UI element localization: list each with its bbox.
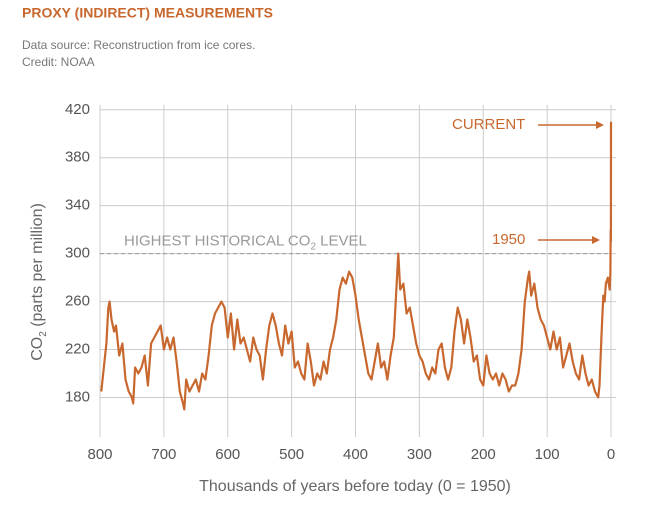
x-tick-label: 600 (215, 446, 240, 463)
y-tick-label: 300 (65, 245, 90, 262)
x-axis-label: Thousands of years before today (0 = 195… (199, 478, 511, 495)
subtitle: Credit: NOAA (22, 55, 95, 69)
arrow-head (596, 121, 604, 129)
y-label-rest: (parts per million) (29, 203, 46, 331)
y-tick-label: 260 (65, 293, 90, 310)
y-label-main: CO (29, 337, 46, 361)
y-label-sub: 2 (38, 331, 49, 337)
chart-title: PROXY (INDIRECT) MEASUREMENTS (22, 5, 273, 21)
reference-label-sub: 2 (310, 241, 316, 252)
x-tick-label: 0 (607, 446, 615, 463)
annotation: CURRENT (452, 116, 525, 133)
y-tick-label: 380 (65, 149, 90, 166)
x-tick-label: 400 (343, 446, 368, 463)
data-line (100, 121, 613, 411)
reference-label-end: LEVEL (316, 233, 367, 250)
reference-label-main: HIGHEST HISTORICAL CO (124, 233, 310, 250)
y-tick-label: 220 (65, 340, 90, 357)
arrow-head (592, 236, 600, 244)
y-tick-label: 420 (65, 101, 90, 118)
x-tick-label: 500 (279, 446, 304, 463)
x-tick-label: 100 (535, 446, 560, 463)
subtitle: Data source: Reconstruction from ice cor… (22, 38, 255, 52)
x-tick-label: 200 (471, 446, 496, 463)
reference-label: HIGHEST HISTORICAL CO2 LEVEL (124, 233, 367, 253)
x-tick-label: 700 (151, 446, 176, 463)
x-tick-label: 300 (407, 446, 432, 463)
y-tick-label: 180 (65, 388, 90, 405)
x-tick-label: 800 (87, 446, 112, 463)
annotation: 1950 (492, 231, 525, 248)
y-axis-label: CO2 (parts per million) (29, 203, 48, 361)
y-tick-label: 340 (65, 197, 90, 214)
